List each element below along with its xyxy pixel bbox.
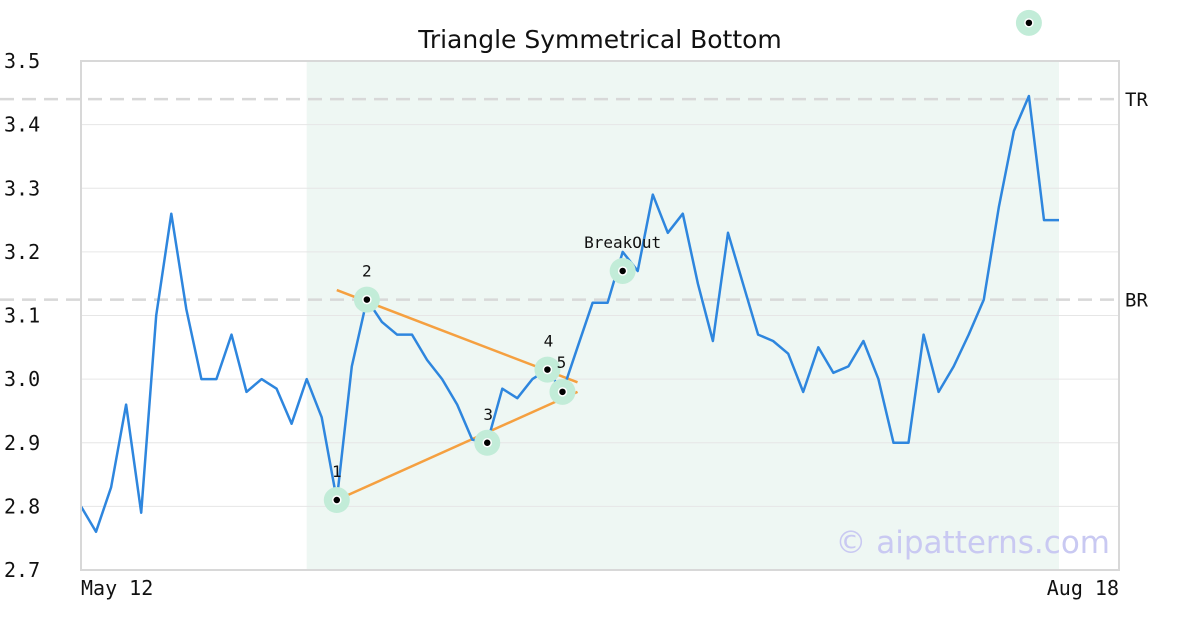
reference-line-label: TR: [1125, 89, 1148, 111]
watermark: © aipatterns.com: [835, 525, 1110, 561]
plot-frame: [80, 60, 1120, 571]
chart-title: Triangle Symmetrical Bottom: [417, 25, 782, 54]
marker-point: [482, 438, 492, 448]
reference-lines: TR BR: [0, 89, 1148, 312]
trendline: [336, 390, 579, 502]
marker-label: BreakOut: [584, 233, 661, 252]
marker-label: 2: [362, 262, 372, 281]
marker-label: 3: [483, 405, 493, 424]
marker-point: [557, 387, 568, 397]
x-tick-end: Aug 18: [1047, 576, 1119, 600]
x-tick-start: May 12: [81, 576, 153, 600]
y-tick-label: 2.9: [4, 431, 40, 455]
pattern-markers: 1 2 3 45 BreakOut: [323, 9, 1042, 514]
marker-label: 1: [332, 462, 342, 481]
y-tick-label: 2.8: [4, 494, 40, 518]
y-tick-label: 3.4: [4, 113, 40, 137]
marker-point: [617, 266, 628, 276]
marker-point: [332, 495, 342, 505]
y-tick-label: 3.5: [4, 49, 40, 73]
reference-line-label: BR: [1125, 290, 1148, 312]
y-axis-ticks: 2.7 2.8 2.9 3.0 3.1 3.2 3.3 3.4 3.5: [4, 49, 40, 582]
price-line: [79, 94, 1059, 534]
marker-point: [542, 364, 553, 375]
y-tick-label: 3.3: [4, 176, 40, 200]
y-tick-label: 3.0: [4, 367, 40, 391]
y-tick-label: 3.2: [4, 240, 40, 264]
marker-point: [362, 294, 372, 305]
y-tick-label: 2.7: [4, 558, 40, 582]
marker-label: 5: [557, 353, 567, 372]
marker-label: 4: [544, 332, 554, 351]
y-tick-label: 3.1: [4, 304, 40, 328]
marker-point: [1024, 18, 1034, 28]
